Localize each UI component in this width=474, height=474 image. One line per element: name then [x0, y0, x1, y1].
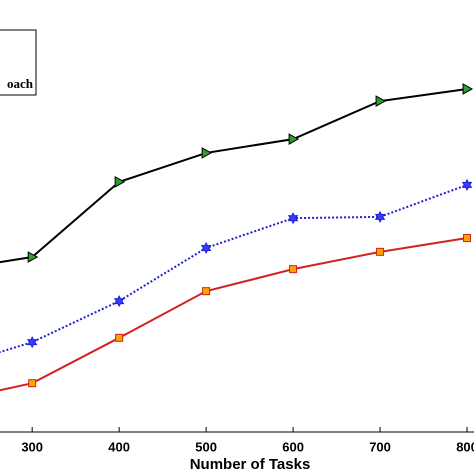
marker	[462, 83, 474, 95]
marker	[114, 176, 126, 188]
x-tick-label: 800	[456, 439, 474, 454]
marker	[375, 95, 387, 107]
x-tick-label: 700	[369, 439, 391, 454]
x-tick-label: 400	[108, 439, 130, 454]
legend-text: oach	[7, 76, 34, 91]
x-tick-label: 500	[195, 439, 217, 454]
marker	[201, 147, 213, 159]
x-axis-label: Number of Tasks	[190, 456, 311, 473]
marker	[376, 247, 385, 256]
marker	[289, 265, 298, 274]
marker	[26, 336, 38, 349]
marker	[463, 234, 472, 243]
marker	[287, 212, 299, 225]
plot-area	[0, 83, 474, 392]
x-tick-label: 600	[282, 439, 304, 454]
legend-box	[0, 29, 37, 96]
marker	[288, 133, 300, 145]
marker	[461, 178, 473, 191]
marker	[200, 241, 212, 255]
marker	[27, 251, 39, 263]
marker	[115, 333, 124, 342]
marker	[28, 379, 37, 388]
x-tick-label: 300	[21, 439, 43, 454]
marker	[374, 210, 386, 223]
marker	[113, 295, 125, 308]
marker	[202, 287, 211, 296]
